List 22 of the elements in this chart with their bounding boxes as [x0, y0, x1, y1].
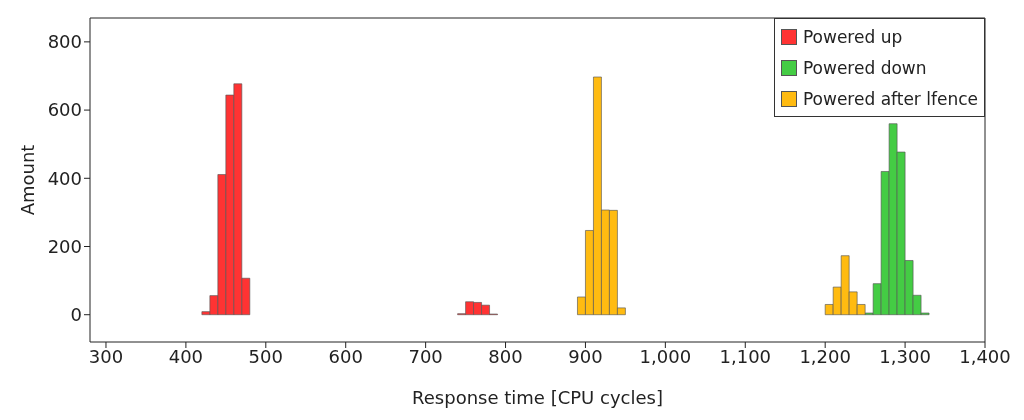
x-tick-label: 900 — [568, 345, 603, 367]
y-tick-label: 800 — [47, 31, 82, 53]
y-axis-title: Amount — [17, 144, 39, 216]
legend-label: Powered up — [802, 26, 903, 47]
y-tick-label: 200 — [47, 235, 82, 257]
x-tick-label: 1,000 — [639, 345, 692, 367]
x-tick-label: 1,400 — [959, 345, 1011, 367]
y-tick-label: 600 — [47, 99, 82, 121]
x-tick-label: 600 — [328, 345, 363, 367]
x-tick-label: 1,300 — [879, 345, 931, 367]
x-tick-label: 800 — [488, 345, 523, 367]
x-tick-label: 300 — [88, 345, 124, 367]
y-tick-label: 0 — [70, 304, 82, 326]
legend-label: Powered after lfence — [802, 88, 978, 109]
x-axis-title: Response time [CPU cycles] — [412, 387, 663, 408]
legend-label: Powered down — [802, 57, 927, 78]
y-tick-label: 400 — [47, 167, 82, 189]
x-tick-label: 400 — [168, 345, 204, 367]
x-tick-label: 500 — [248, 345, 283, 367]
x-tick-label: 1,100 — [719, 345, 772, 367]
x-tick-label: 1,200 — [799, 345, 851, 367]
x-tick-label: 700 — [408, 345, 443, 367]
